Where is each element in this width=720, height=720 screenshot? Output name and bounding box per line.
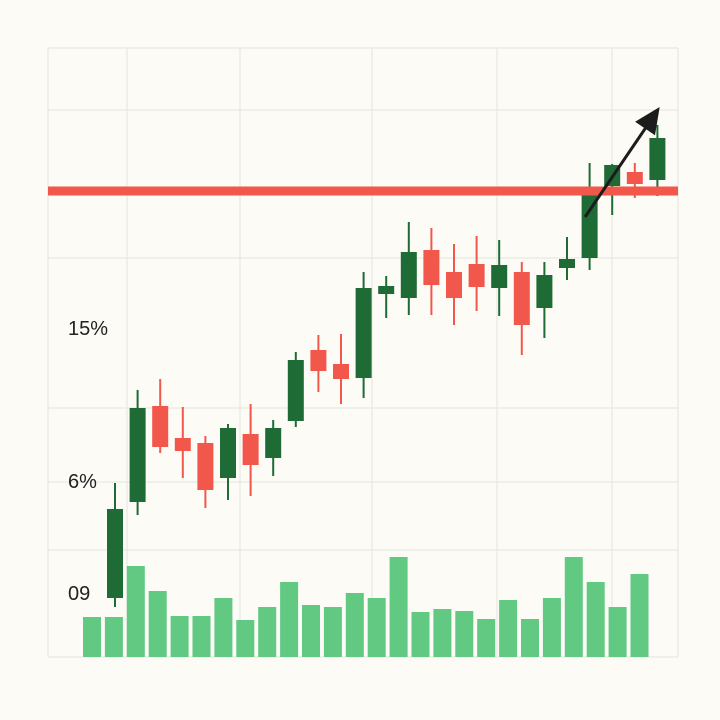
volume-bar: [148, 591, 167, 657]
candle-body: [152, 406, 169, 447]
candle-body: [310, 350, 327, 371]
trend-arrow-head: [635, 107, 660, 136]
volume-bar: [170, 616, 189, 657]
volume-bar: [564, 557, 583, 657]
y-tick-label: 15%: [68, 318, 108, 340]
candle-body: [536, 275, 553, 308]
volume-bars: [83, 557, 649, 657]
volume-bar: [433, 609, 452, 657]
candle-body: [378, 286, 395, 294]
candle-body: [220, 428, 236, 478]
candle-body: [333, 364, 349, 379]
volume-bar: [345, 593, 364, 657]
volume-bar: [192, 616, 211, 657]
volume-bar: [499, 600, 518, 657]
volume-bar: [280, 582, 299, 657]
volume-bar: [104, 617, 123, 657]
volume-bar: [477, 619, 496, 657]
candle-body: [107, 509, 123, 598]
trend-arrow-shaft: [583, 118, 653, 218]
volume-bar: [83, 617, 101, 657]
candle-body: [626, 172, 643, 184]
candle-body: [287, 360, 304, 421]
volume-bar: [630, 574, 649, 657]
volume-bar: [302, 605, 320, 657]
volume-bar: [455, 611, 474, 657]
candle-body: [197, 443, 214, 490]
candle-body: [491, 265, 508, 288]
candle-body: [400, 252, 417, 298]
candle-body: [242, 434, 259, 465]
volume-bar: [542, 598, 561, 657]
candlesticks: [107, 125, 666, 607]
candle-body: [355, 288, 372, 378]
volume-bar: [214, 598, 233, 657]
volume-bar: [389, 557, 408, 657]
volume-bar: [236, 620, 255, 657]
y-tick-label: 09: [68, 583, 90, 605]
volume-bar: [126, 566, 145, 657]
candle-body: [581, 195, 598, 258]
candle-body: [423, 250, 440, 285]
candle-body: [513, 272, 530, 325]
volume-bar: [521, 619, 539, 657]
y-tick-labels: 15% 6% 09: [68, 318, 108, 605]
candle-body: [559, 259, 575, 268]
candle-body: [174, 438, 191, 451]
volume-bar: [586, 582, 605, 657]
candle-body: [265, 428, 282, 458]
volume-bar: [608, 607, 627, 657]
volume-bar: [367, 598, 386, 657]
candle-body: [649, 138, 666, 180]
volume-bar: [411, 612, 430, 657]
candle-body: [446, 272, 462, 298]
chart-overlay: [48, 107, 678, 218]
candle-body: [468, 264, 485, 287]
volume-bar: [323, 607, 342, 657]
candle-body: [129, 408, 146, 502]
volume-bar: [258, 607, 277, 657]
y-tick-label: 6%: [68, 471, 97, 493]
